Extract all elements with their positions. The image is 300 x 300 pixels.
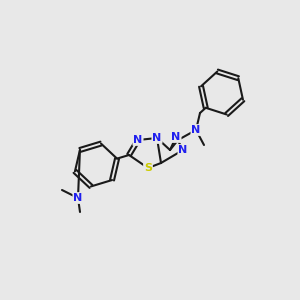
Text: S: S bbox=[144, 163, 152, 173]
Text: N: N bbox=[74, 193, 82, 203]
Text: N: N bbox=[191, 125, 201, 135]
Text: N: N bbox=[134, 135, 142, 145]
Text: N: N bbox=[152, 133, 162, 143]
Text: N: N bbox=[171, 132, 181, 142]
Text: N: N bbox=[178, 145, 188, 155]
